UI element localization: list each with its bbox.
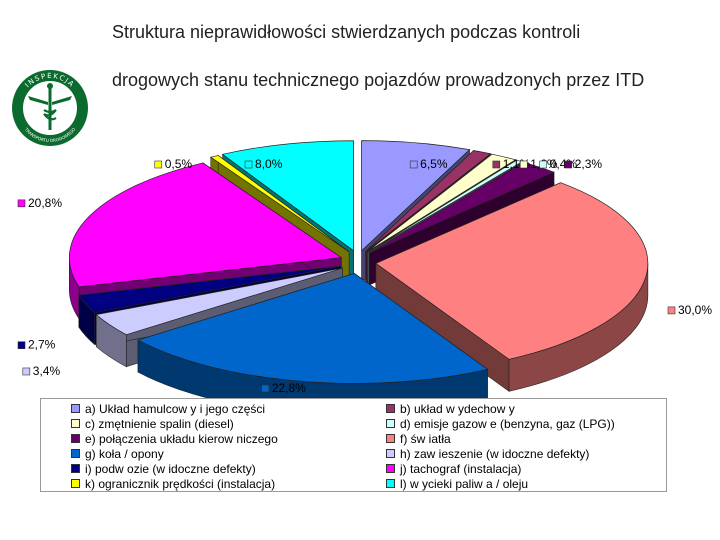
data-label-swatch (519, 160, 528, 169)
legend-label: k) ogranicznik prędkości (instalacja) (85, 476, 276, 491)
legend-item: e) połączenia układu kierow niczego (71, 431, 278, 446)
legend-label: l) w ycieki paliw a / oleju (400, 476, 529, 491)
data-label: 22,8% (261, 381, 306, 395)
data-label-swatch (667, 306, 676, 315)
legend-swatch (386, 449, 395, 458)
legend-swatch (71, 479, 80, 488)
pie-slice (365, 150, 492, 252)
data-label: 20,8% (17, 196, 62, 210)
pie-slice (69, 162, 343, 288)
data-label: 8,0% (244, 157, 283, 171)
data-label: 30,0% (667, 303, 712, 317)
pie-chart: 6,5%1,1%1,6%0,4%2,3%30,0%22,8%3,4%2,7%20… (17, 140, 712, 400)
pie-slice (209, 155, 350, 253)
data-label-text: 8,0% (255, 157, 283, 171)
legend-label: d) emisje gazow e (benzyna, gaz (LPG)) (400, 416, 615, 431)
data-label-text: 22,8% (272, 381, 306, 395)
data-label: 2,3% (564, 157, 603, 171)
data-label: 6,5% (409, 157, 448, 171)
legend-swatch (71, 449, 80, 458)
legend-item: a) Układ hamulcow y i jego części (71, 401, 265, 416)
pie-slice (137, 273, 489, 384)
data-label-swatch (564, 160, 573, 169)
legend-label: h) zaw ieszenie (w idoczne defekty) (400, 446, 590, 461)
data-label-swatch (539, 160, 548, 169)
legend-swatch (71, 464, 80, 473)
legend-item: h) zaw ieszenie (w idoczne defekty) (386, 446, 589, 461)
data-label-text: 2,7% (28, 338, 56, 352)
pie-slice (366, 153, 517, 253)
legend-label: a) Układ hamulcow y i jego części (85, 401, 266, 416)
data-label-swatch (261, 384, 270, 393)
legend-label: c) zmętnienie spalin (diesel) (85, 416, 234, 431)
data-label-swatch (22, 367, 31, 376)
data-label-swatch (17, 199, 26, 208)
data-label: 0,5% (154, 157, 193, 171)
data-label-text: 20,8% (28, 196, 62, 210)
page-title-line: Struktura nieprawidłowości stwierdzanych… (112, 22, 581, 42)
data-label-text: 6,5% (420, 157, 448, 171)
legend-item: f) św iatła (386, 431, 451, 446)
data-label-text: 30,0% (678, 303, 712, 317)
page-title-line: drogowych stanu technicznego pojazdów pr… (112, 70, 645, 90)
legend-item: i) podw ozie (w idoczne defekty) (71, 461, 256, 476)
pie-slice (361, 140, 471, 252)
data-label-text: 2,3% (575, 157, 603, 171)
itd-logo: INSPEKCJA TRANSPORTU DROGOWEGO (12, 70, 88, 146)
legend-item: c) zmętnienie spalin (diesel) (71, 416, 234, 431)
legend-label: i) podw ozie (w idoczne defekty) (85, 461, 256, 476)
legend-label: j) tachograf (instalacja) (400, 461, 522, 476)
legend-item: l) w ycieki paliw a / oleju (386, 476, 528, 491)
legend-swatch (386, 464, 395, 473)
data-label-swatch (17, 341, 26, 350)
legend-item: d) emisje gazow e (benzyna, gaz (LPG)) (386, 416, 615, 431)
pie-slice (221, 140, 354, 252)
legend-swatch (71, 419, 80, 428)
legend-label: f) św iatła (400, 431, 451, 446)
legend-item: b) układ w ydechow y (386, 401, 515, 416)
data-label-swatch (409, 160, 418, 169)
legend-swatch (386, 404, 395, 413)
pie-slice (78, 265, 342, 314)
legend-swatch (71, 434, 80, 443)
pie-slice (95, 267, 343, 336)
caduceus-icon (28, 83, 72, 130)
legend-label: b) układ w ydechow y (400, 401, 515, 416)
data-label: 3,4% (22, 364, 61, 378)
data-label-swatch (492, 160, 501, 169)
data-label-text: 3,4% (33, 364, 61, 378)
legend-item: g) koła / opony (71, 446, 164, 461)
legend-swatch (386, 419, 395, 428)
data-label-text: 0,5% (165, 157, 193, 171)
legend-item: j) tachograf (instalacja) (386, 461, 521, 476)
pie-slice (375, 182, 649, 360)
chart-legend: a) Układ hamulcow y i jego części b) ukła… (40, 398, 667, 492)
data-label-swatch (154, 160, 163, 169)
page-title: Struktura nieprawidłowości stwierdzanych… (112, 8, 712, 104)
legend-label: e) połączenia układu kierow niczego (85, 431, 278, 446)
data-label-swatch (244, 160, 253, 169)
data-label: 2,7% (17, 338, 56, 352)
legend-swatch (386, 479, 395, 488)
legend-label: g) koła / opony (85, 446, 164, 461)
data-label-text: 0,4% (550, 157, 578, 171)
legend-swatch (71, 404, 80, 413)
legend-item: k) ogranicznik prędkości (instalacja) (71, 476, 275, 491)
legend-swatch (386, 434, 395, 443)
